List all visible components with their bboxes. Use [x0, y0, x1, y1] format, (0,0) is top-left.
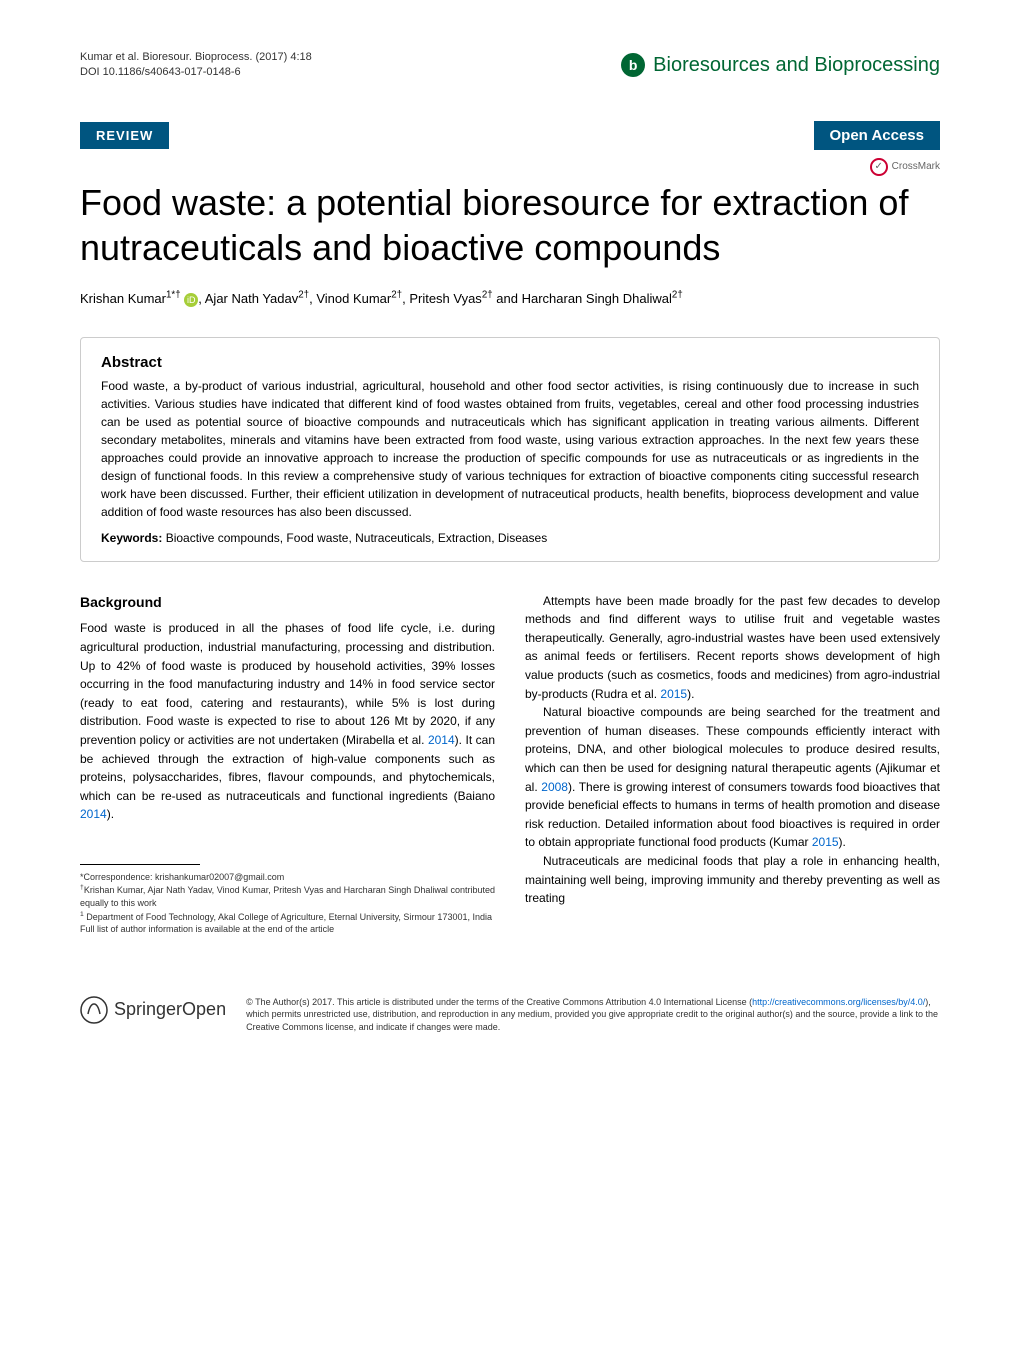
background-heading: Background — [80, 592, 495, 614]
correspondence-footnote: *Correspondence: krishankumar02007@gmail… — [80, 871, 495, 884]
reference-link[interactable]: 2008 — [541, 780, 568, 794]
license-link[interactable]: http://creativecommons.org/licenses/by/4… — [752, 997, 925, 1007]
license-text: © The Author(s) 2017. This article is di… — [246, 996, 940, 1034]
footnote-separator — [80, 864, 200, 865]
keywords-label: Keywords: — [101, 531, 162, 545]
springer-open-logo: SpringerOpen — [80, 996, 226, 1024]
reference-link[interactable]: 2014 — [80, 807, 107, 821]
paragraph: Natural bioactive compounds are being se… — [525, 703, 940, 852]
reference-link[interactable]: 2015 — [812, 835, 839, 849]
crossmark-icon: ✓ — [870, 158, 888, 176]
open-access-badge: Open Access — [814, 121, 941, 150]
paragraph: Food waste is produced in all the phases… — [80, 619, 495, 824]
abstract-text: Food waste, a by-product of various indu… — [101, 377, 919, 521]
abstract-box: Abstract Food waste, a by-product of var… — [80, 337, 940, 562]
citation-block: Kumar et al. Bioresour. Bioprocess. (201… — [80, 50, 312, 81]
abstract-heading: Abstract — [101, 354, 919, 371]
full-list-footnote: Full list of author information is avail… — [80, 923, 495, 936]
springer-icon — [80, 996, 108, 1024]
equal-contribution-footnote: †Krishan Kumar, Ajar Nath Yadav, Vinod K… — [80, 883, 495, 909]
doi-text: DOI 10.1186/s40643-017-0148-6 — [80, 65, 312, 80]
author-first: Krishan Kumar1*† — [80, 291, 181, 306]
review-badge: REVIEW — [80, 122, 169, 149]
page-header: Kumar et al. Bioresour. Bioprocess. (201… — [80, 50, 940, 81]
author-rest: , Ajar Nath Yadav2†, Vinod Kumar2†, Prit… — [198, 291, 683, 306]
reference-link[interactable]: 2015 — [660, 687, 687, 701]
citation-text: Kumar et al. Bioresour. Bioprocess. (201… — [80, 50, 312, 65]
badge-row: REVIEW Open Access — [80, 121, 940, 150]
keywords-line: Keywords: Bioactive compounds, Food wast… — [101, 531, 919, 545]
orcid-icon[interactable]: iD — [184, 293, 198, 307]
author-list: Krishan Kumar1*† iD, Ajar Nath Yadav2†, … — [80, 290, 940, 307]
journal-logo-icon: b — [621, 53, 645, 77]
springer-text: SpringerOpen — [114, 999, 226, 1020]
footer-row: SpringerOpen © The Author(s) 2017. This … — [80, 976, 940, 1034]
keywords-text: Bioactive compounds, Food waste, Nutrace… — [166, 531, 548, 545]
body-columns: Background Food waste is produced in all… — [80, 592, 940, 936]
journal-logo: b Bioresources and Bioprocessing — [621, 53, 940, 77]
crossmark-badge[interactable]: ✓ CrossMark — [870, 158, 940, 176]
reference-link[interactable]: 2014 — [428, 733, 455, 747]
crossmark-row: ✓ CrossMark — [80, 158, 940, 176]
paragraph: Nutraceuticals are medicinal foods that … — [525, 852, 940, 908]
column-right: Attempts have been made broadly for the … — [525, 592, 940, 936]
article-title: Food waste: a potential bioresource for … — [80, 180, 940, 270]
crossmark-label: CrossMark — [892, 161, 940, 172]
affiliation-footnote: 1 Department of Food Technology, Akal Co… — [80, 910, 495, 924]
journal-name: Bioresources and Bioprocessing — [653, 54, 940, 77]
paragraph: Attempts have been made broadly for the … — [525, 592, 940, 704]
column-left: Background Food waste is produced in all… — [80, 592, 495, 936]
